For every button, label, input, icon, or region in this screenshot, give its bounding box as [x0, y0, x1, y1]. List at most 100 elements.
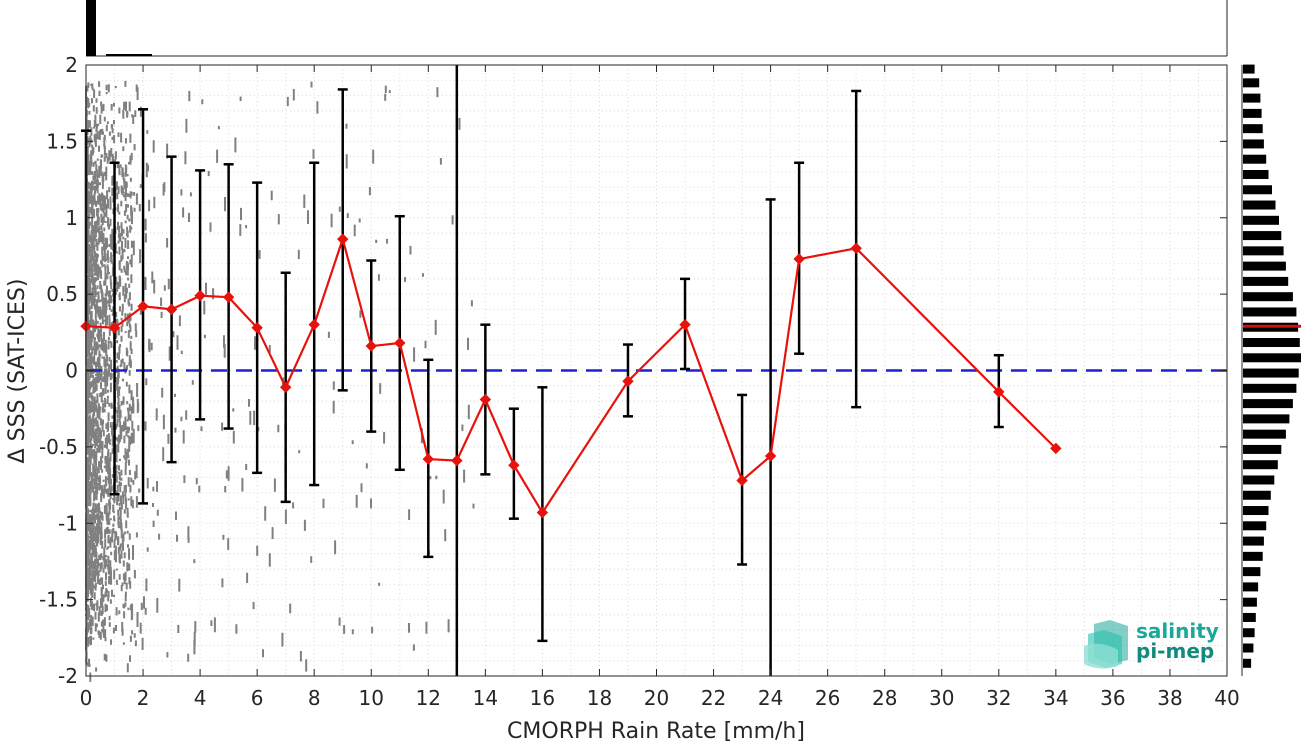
side-histogram-bar — [1243, 185, 1272, 195]
x-tick-label: 24 — [758, 686, 783, 710]
data-point-marker — [194, 289, 206, 302]
side-histogram-bar — [1243, 582, 1259, 592]
side-histogram-bar — [1243, 169, 1269, 179]
side-histogram-bar — [1243, 551, 1263, 561]
x-axis-title: CMORPH Rain Rate [mm/h] — [507, 719, 805, 744]
data-point-marker — [165, 303, 178, 316]
side-histogram-bar — [1243, 597, 1257, 607]
data-point-marker — [251, 322, 263, 334]
side-histogram-bar — [1243, 414, 1290, 424]
side-histogram-bar — [1243, 231, 1282, 241]
data-point-marker — [850, 242, 862, 255]
data-point-marker — [479, 393, 492, 406]
x-ticks: 0 2 4 6 8 10 12 14 16 18 20 22 24 26 28 30 32 34 36 38 40 — [80, 65, 1240, 710]
side-histogram-bar — [1243, 154, 1267, 164]
series-markers — [80, 233, 1062, 519]
data-point-marker — [394, 337, 406, 349]
x-tick-label: 40 — [1214, 686, 1239, 710]
x-tick-label: 26 — [815, 686, 840, 710]
y-tick-label: 2 — [65, 53, 78, 77]
data-point-marker — [451, 454, 463, 467]
data-point-marker — [993, 386, 1005, 398]
data-point-marker — [279, 381, 292, 394]
x-tick-label: 38 — [1157, 686, 1182, 710]
y-tick-label: -0.5 — [39, 435, 78, 459]
side-histogram-bar — [1243, 444, 1282, 454]
side-histogram-bar — [1243, 124, 1263, 134]
data-point-marker — [622, 375, 634, 387]
side-histogram-bar — [1243, 399, 1293, 409]
data-point-marker — [508, 459, 520, 471]
y-tick-label: -1.5 — [39, 588, 78, 612]
x-tick-label: 4 — [194, 686, 207, 710]
side-histogram-bar — [1243, 475, 1275, 485]
side-histogram-bar — [1243, 383, 1297, 393]
data-point-marker — [137, 300, 149, 313]
data-point-marker — [422, 453, 435, 465]
x-tick-label: 18 — [587, 686, 612, 710]
side-histogram-bar — [1243, 658, 1252, 668]
data-point-marker — [736, 474, 748, 487]
data-point-marker — [793, 253, 805, 265]
y-axis-title: Δ SSS (SAT-ICES) — [5, 279, 30, 464]
salinity-pi-mep-logo: salinity pi-mep — [1084, 619, 1219, 669]
data-point-marker — [222, 291, 235, 303]
side-histogram-bar — [1243, 307, 1297, 317]
y-tick-label: -2 — [58, 664, 78, 688]
data-point-marker — [365, 340, 377, 352]
y-ticks: 2 1.5 1 0.5 0 -0.5 -1 -1.5 -2 — [39, 53, 1227, 688]
top-histogram-bar — [86, 0, 96, 56]
y-tick-label: 0.5 — [46, 282, 78, 306]
side-histogram-bar — [1243, 628, 1255, 638]
y-tick-label: 1.5 — [46, 129, 78, 153]
main-axes: 0 2 4 6 8 10 12 14 16 18 20 22 24 26 28 30 32 34 36 38 40 21… — [39, 53, 1240, 710]
data-point-marker — [108, 322, 121, 334]
y-tick-label: -1 — [58, 511, 78, 535]
x-tick-label: 6 — [251, 686, 264, 710]
side-histogram-bar — [1243, 353, 1301, 363]
side-histogram-bar — [1243, 490, 1271, 500]
x-tick-label: 12 — [416, 686, 441, 710]
side-histogram-bar — [1243, 368, 1299, 378]
data-point-marker — [764, 450, 777, 462]
side-histogram-bar — [1243, 200, 1276, 210]
y-tick-label: 0 — [65, 359, 78, 383]
x-tick-label: 8 — [308, 686, 321, 710]
logo-mark-icon — [1084, 620, 1128, 669]
side-histogram-bar — [1243, 567, 1261, 577]
side-histogram-bar — [1243, 521, 1267, 531]
side-histogram-bar — [1243, 612, 1256, 622]
x-tick-label: 20 — [644, 686, 669, 710]
side-histogram-bar — [1243, 78, 1260, 88]
side-histogram — [1241, 64, 1301, 676]
side-histogram-bar — [1243, 429, 1286, 439]
top-histogram-bar — [106, 54, 152, 56]
side-histogram-bar — [1243, 292, 1293, 302]
side-histogram-bar — [1243, 108, 1262, 118]
x-tick-label: 34 — [1043, 686, 1068, 710]
x-tick-label: 28 — [872, 686, 897, 710]
x-tick-label: 16 — [530, 686, 555, 710]
side-histogram-bar — [1243, 261, 1286, 271]
data-point-marker — [337, 233, 349, 245]
logo-line1: salinity — [1136, 619, 1219, 643]
side-histogram-bar — [1243, 93, 1261, 103]
x-tick-label: 32 — [986, 686, 1011, 710]
side-histogram-bar — [1243, 64, 1255, 74]
side-histogram-bar — [1243, 460, 1278, 470]
side-histogram-bar — [1243, 536, 1264, 546]
data-point-marker — [536, 506, 549, 519]
side-histogram-bar — [1243, 506, 1269, 516]
x-tick-label: 10 — [359, 686, 384, 710]
x-tick-label: 36 — [1100, 686, 1125, 710]
side-histogram-bar — [1243, 643, 1254, 653]
x-tick-label: 0 — [80, 686, 93, 710]
y-tick-label: 1 — [65, 206, 78, 230]
data-point-marker — [308, 318, 320, 331]
x-tick-label: 22 — [701, 686, 726, 710]
data-point-marker — [1050, 442, 1062, 455]
side-histogram-bar — [1243, 139, 1264, 149]
x-tick-label: 14 — [473, 686, 498, 710]
side-histogram-bar — [1243, 338, 1300, 348]
